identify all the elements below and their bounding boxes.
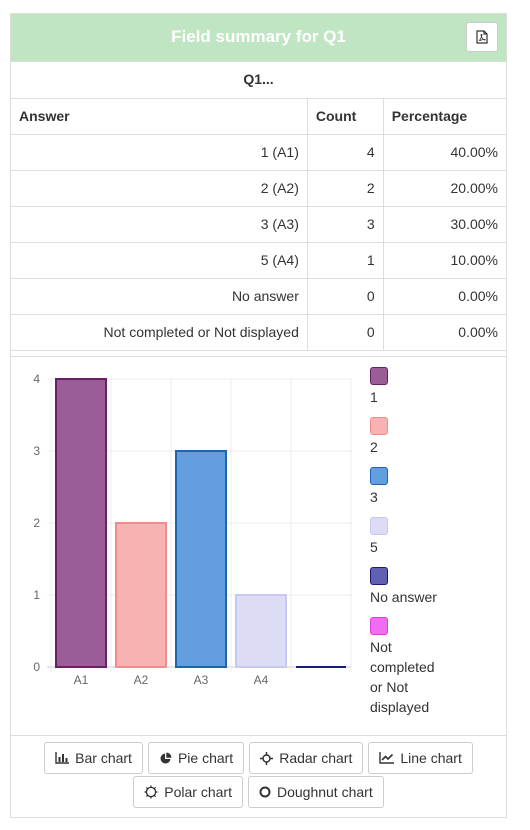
column-header-count: Count [306,98,384,135]
export-pdf-button[interactable] [466,22,498,52]
y-tick-label: 3 [33,444,40,458]
percentage-cell: 0.00% [382,277,506,315]
count-cell: 4 [306,133,384,171]
legend-swatch [370,467,388,485]
column-header-percentage: Percentage [382,98,506,135]
count-cell: 0 [306,277,384,315]
doughnut-chart-button-label: Doughnut chart [276,784,373,800]
bar-chart: 0 1 2 3 4 A1 A2 A3 A4 [33,372,352,687]
percentage-cell: 40.00% [382,133,506,171]
polar-chart-icon [144,785,158,799]
count-cell: 0 [306,313,384,351]
answer-cell: 1 (A1) [11,133,308,171]
bar-chart-button[interactable]: Bar chart [44,742,143,774]
x-tick-label: A3 [194,673,209,687]
line-chart-icon [379,752,395,764]
polar-chart-button-label: Polar chart [164,784,232,800]
line-chart-button-label: Line chart [400,750,462,766]
answer-cell: Not completed or Not displayed [11,313,308,351]
radar-chart-icon [260,751,274,765]
x-tick-label: A2 [134,673,149,687]
percentage-cell: 20.00% [382,169,506,207]
legend-label: Not completed or Not displayed [370,639,435,715]
table-row: No answer 0 0.00% [11,277,506,315]
legend-swatch [370,567,388,585]
results-table: Answer Count Percentage 1 (A1) 4 40.00% … [11,98,506,351]
table-row: 2 (A2) 2 20.00% [11,169,506,207]
answer-cell: 3 (A3) [11,205,308,243]
radar-chart-button-label: Radar chart [279,750,353,766]
answer-cell: 5 (A4) [11,241,308,279]
legend-item[interactable]: Not completed or Not displayed [370,617,500,717]
pie-chart-button[interactable]: Pie chart [147,742,245,774]
chart-legend: 1 2 3 5 No answer Not completed or Not displa… [370,367,500,727]
legend-label: 5 [370,539,378,555]
table-row: 3 (A3) 3 30.00% [11,205,506,243]
radar-chart-button[interactable]: Radar chart [249,742,364,774]
legend-swatch [370,517,388,535]
panel-header: Field summary for Q1 [11,14,506,62]
table-row: 5 (A4) 1 10.00% [11,241,506,279]
bar-chart-button-label: Bar chart [75,750,132,766]
polar-chart-button[interactable]: Polar chart [133,776,243,808]
table-row: 1 (A1) 4 40.00% [11,133,506,171]
percentage-cell: 0.00% [382,313,506,351]
count-cell: 3 [306,205,384,243]
legend-item[interactable]: 5 [370,517,500,557]
table-header-row: Answer Count Percentage [11,98,506,135]
percentage-cell: 10.00% [382,241,506,279]
x-tick-label: A1 [74,673,89,687]
bar [235,594,287,668]
legend-item[interactable]: 2 [370,417,500,457]
legend-swatch [370,617,388,635]
line-chart-button[interactable]: Line chart [368,742,473,774]
legend-item[interactable]: 3 [370,467,500,507]
chart-type-buttons: Bar chart Pie chart Radar chart [11,742,506,808]
legend-item[interactable]: No answer [370,567,500,607]
column-header-answer: Answer [11,98,308,135]
bar-chart-icon [55,752,70,764]
bar [115,522,167,668]
panel-title: Field summary for Q1 [171,27,346,46]
y-tick-label: 4 [33,372,40,386]
pie-chart-button-label: Pie chart [177,750,234,766]
legend-swatch [370,417,388,435]
legend-label: 3 [370,489,378,505]
legend-label: No answer [370,589,437,605]
doughnut-chart-icon [259,786,271,798]
answer-cell: 2 (A2) [11,169,308,207]
question-label: Q1... [11,61,506,99]
count-cell: 2 [306,169,384,207]
legend-label: 2 [370,439,378,455]
legend-item[interactable]: 1 [370,367,500,407]
field-summary-panel: Field summary for Q1 Q1... Answer Count … [10,13,507,818]
count-cell: 1 [306,241,384,279]
answer-cell: No answer [11,277,308,315]
legend-swatch [370,367,388,385]
y-tick-label: 1 [33,588,40,602]
pdf-file-icon [476,30,488,44]
bar [175,450,227,668]
y-tick-label: 0 [33,660,40,674]
table-row: Not completed or Not displayed 0 0.00% [11,313,506,351]
chart-area: 0 1 2 3 4 A1 A2 A3 A4 1 2 3 5 No answer Not completed… [11,356,506,736]
percentage-cell: 30.00% [382,205,506,243]
legend-label: 1 [370,389,378,405]
bar [55,378,107,668]
pie-chart-icon [160,752,172,763]
x-tick-label: A4 [254,673,269,687]
doughnut-chart-button[interactable]: Doughnut chart [247,776,384,808]
y-tick-label: 2 [33,516,40,530]
